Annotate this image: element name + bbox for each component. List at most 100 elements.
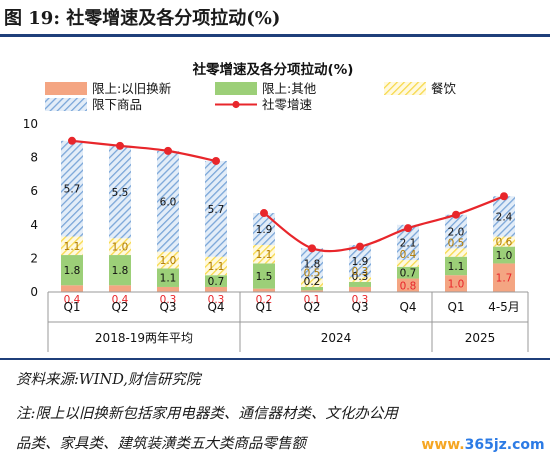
legend-item-other: 限上:其他	[215, 81, 317, 96]
bar-other	[397, 266, 419, 279]
growth-point	[116, 141, 124, 150]
bar-other	[253, 263, 275, 289]
bar-data-label: 1.1	[448, 261, 465, 273]
growth-point	[212, 156, 220, 165]
legend-item-catering: 餐饮	[384, 81, 457, 96]
legend-item-trade-in: 限上:以旧换新	[45, 81, 171, 96]
bar-below-quota	[445, 214, 467, 249]
bar-trade-in	[157, 286, 179, 292]
bar-data-label: 0.5	[448, 237, 465, 249]
bar-data-label: 0.3	[352, 271, 369, 283]
bar-other	[205, 275, 227, 287]
x-tick-label: Q1	[63, 300, 80, 314]
bar-data-label: 2.4	[496, 211, 513, 223]
bar-trade-in	[397, 278, 419, 292]
bar-below-quota	[61, 140, 83, 237]
bar-trade-in	[445, 275, 467, 292]
growth-point	[500, 192, 508, 201]
legend-item-below-quota: 限下商品	[45, 97, 142, 112]
bar-below-quota	[349, 244, 371, 277]
legend-item-growth-line: 社零增速	[215, 97, 313, 112]
growth-line-layer	[68, 136, 508, 253]
bar-data-label: 0.2	[256, 294, 273, 306]
bar-data-label: 1.8	[64, 265, 81, 277]
x-tick-label: Q2	[111, 300, 128, 314]
bar-data-label: 1.1	[256, 249, 273, 261]
bar-data-label: 0.3	[208, 294, 225, 306]
bar-below-quota	[397, 224, 419, 261]
bar-trade-in	[61, 285, 83, 292]
figure-title: 图 19: 社零增速及各分项拉动(%)	[4, 8, 281, 29]
x-tick-label: Q2	[303, 300, 320, 314]
bar-below-quota	[109, 145, 131, 239]
bar-catering	[445, 248, 467, 257]
bar-data-label: 5.5	[112, 187, 129, 199]
bar-catering	[253, 244, 275, 264]
bar-catering	[157, 251, 179, 269]
bar-data-label: 0.4	[112, 294, 129, 306]
bar-catering	[109, 238, 131, 256]
bar-data-label: 1.0	[496, 250, 513, 262]
bar-data-label: 2.1	[400, 237, 417, 249]
growth-point	[404, 224, 412, 233]
bar-data-label: 1.9	[256, 224, 273, 236]
bar-data-label: 1.5	[256, 271, 273, 283]
watermark-prefix: www.	[421, 437, 465, 453]
bar-data-label: 1.1	[208, 261, 225, 273]
bar-other	[445, 256, 467, 276]
growth-point	[164, 146, 172, 155]
bar-catering	[61, 236, 83, 256]
legend-swatch-trade-in	[45, 82, 87, 95]
x-tick-label: Q1	[447, 300, 464, 314]
footnote-line-1: 注:限上以旧换新包括家用电器类、通信器材类、文化办公用	[16, 406, 398, 422]
bar-data-label: 1.7	[496, 273, 513, 285]
y-tick-label: 0	[30, 285, 38, 299]
bar-data-label: 0.7	[400, 268, 417, 280]
bar-data-label: 1.8	[112, 265, 129, 277]
bar-other	[493, 246, 515, 264]
growth-point	[260, 209, 268, 218]
bottom-rule	[0, 358, 550, 360]
bar-trade-in	[205, 286, 227, 292]
bars	[61, 140, 515, 292]
title-rule	[0, 34, 550, 37]
bar-below-quota	[205, 160, 227, 257]
group-label: 2024	[321, 331, 352, 345]
y-tick-label: 6	[30, 184, 38, 198]
legend: 限上:以旧换新 限上:其他 餐饮 限下商品 社零增速	[45, 81, 457, 112]
legend-label-growth: 社零增速	[262, 97, 313, 112]
x-tick-label: Q4	[399, 300, 416, 314]
bar-trade-in	[349, 286, 371, 292]
x-tick-label: Q1	[255, 300, 272, 314]
bar-data-label: 1.1	[64, 241, 81, 253]
bar-data-label: 0.3	[352, 266, 369, 278]
chart-container: 社零增速及各分项拉动(%) 限上:以旧换新 限上:其他 餐饮 限下商品 社	[0, 40, 550, 356]
retail-sales-chart: 社零增速及各分项拉动(%) 限上:以旧换新 限上:其他 餐饮 限下商品 社	[23, 61, 529, 352]
legend-marker-growth	[232, 100, 240, 109]
group-label: 2018-19两年平均	[95, 331, 193, 345]
x-axis: Q1 Q2 Q3 Q4 Q1 Q2 Q3 Q4 Q1 4-5月 2018-19两年平均 2024 202…	[47, 291, 529, 352]
bar-catering	[205, 256, 227, 276]
bar-trade-in	[493, 263, 515, 292]
bar-other	[349, 281, 371, 287]
bar-trade-in	[109, 285, 131, 292]
bar-data-label: 0.6	[496, 237, 513, 249]
source-note: 资料来源:WIND,财信研究院	[16, 372, 201, 388]
bar-data-label: 0.2	[304, 276, 321, 288]
bar-data-label: 1.8	[304, 258, 321, 270]
growth-point	[308, 244, 316, 253]
bar-data-label: 1.1	[160, 273, 177, 285]
growth-point	[452, 210, 460, 219]
bar-data-label: 0.8	[400, 280, 417, 292]
x-tick-label: Q3	[351, 300, 368, 314]
footnote-line-2: 品类、家具类、建筑装潢类五大类商品零售额	[16, 436, 306, 452]
bar-data-label: 0.3	[352, 294, 369, 306]
bar-data-label: 0.4	[400, 249, 417, 261]
bar-data-label: 6.0	[160, 196, 177, 208]
x-tick-label: Q4	[207, 300, 224, 314]
legend-label-below-quota: 限下商品	[92, 97, 142, 112]
x-tick-label: 4-5月	[488, 300, 520, 314]
bar-other	[157, 268, 179, 287]
bar-labels: 0.41.81.15.70.41.81.05.50.31.11.06.00.30…	[64, 184, 513, 306]
chart-title: 社零增速及各分项拉动(%)	[192, 61, 354, 78]
